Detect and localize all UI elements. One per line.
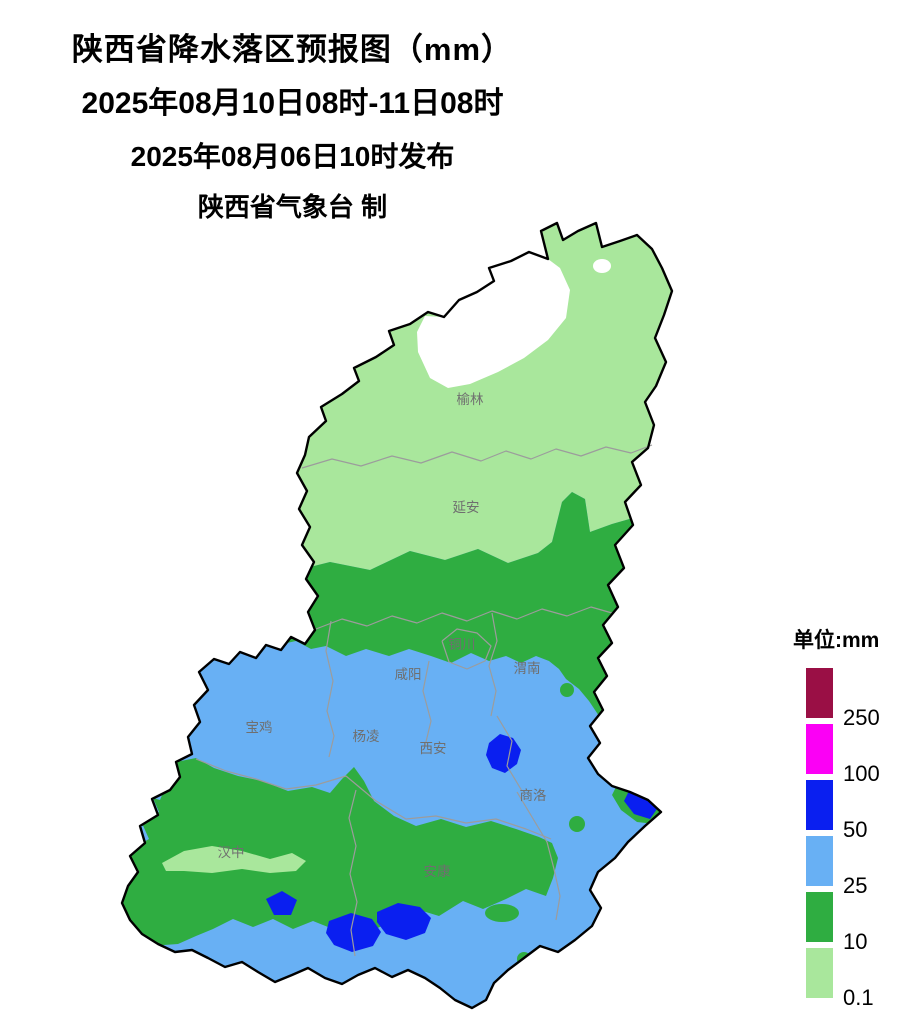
region-south-green <box>122 758 558 946</box>
legend-level-100: 100 <box>806 724 880 786</box>
legend-swatch <box>806 836 833 886</box>
region-green-dot-1 <box>560 683 574 697</box>
region-heavy-rain-south-2 <box>377 903 431 940</box>
region-no-precip-northwest <box>417 252 570 388</box>
legend: 单位:mm 250 100 50 25 10 0.1 <box>793 624 880 1010</box>
region-heavy-rain-south-small <box>266 891 297 915</box>
city-label: 延安 <box>453 500 480 515</box>
city-label: 西安 <box>420 741 447 756</box>
city-label: 渭南 <box>514 661 541 676</box>
region-hanzhong-lightgreen-streak <box>162 846 306 873</box>
legend-level-25: 25 <box>806 836 867 898</box>
city-label: 铜川 <box>449 637 476 652</box>
legend-level-0.1: 0.1 <box>806 948 874 1010</box>
issuing-agency: 陕西省气象台 制 <box>197 192 388 222</box>
city-label: 咸阳 <box>395 667 422 682</box>
region-heavy-rain-xian <box>486 734 521 773</box>
city-label: 宝鸡 <box>246 719 273 735</box>
legend-threshold-label: 50 <box>843 817 868 842</box>
legend-swatch <box>806 948 833 998</box>
city-label: 安康 <box>424 863 451 879</box>
city-label: 汉中 <box>218 845 245 860</box>
region-green-dot-3 <box>485 904 519 922</box>
province-outline <box>120 221 674 1010</box>
map-title: 陕西省降水落区预报图（mm） <box>71 32 514 67</box>
region-heavy-rain-south-1 <box>326 913 381 952</box>
legend-threshold-label: 0.1 <box>843 985 874 1010</box>
legend-threshold-label: 100 <box>843 761 880 786</box>
region-green-dot-2 <box>569 816 585 832</box>
forecast-period: 2025年08月10日08时-11日08时 <box>81 87 504 120</box>
legend-threshold-label: 250 <box>843 705 880 730</box>
region-north-light-rain <box>282 223 672 574</box>
map-header: 陕西省降水落区预报图（mm） 2025年08月10日08时-11日08时 202… <box>0 24 585 224</box>
legend-level-50: 50 <box>806 780 867 842</box>
legend-threshold-label: 25 <box>843 873 868 898</box>
city-label: 杨凌 <box>353 729 380 744</box>
legend-swatch <box>806 780 833 830</box>
legend-swatch <box>806 892 833 942</box>
city-label: 榆林 <box>457 392 484 407</box>
legend-unit-label: 单位:mm <box>793 629 880 652</box>
legend-level-10: 10 <box>806 892 867 954</box>
district-borders <box>195 444 653 957</box>
region-no-precip-dot <box>593 259 611 273</box>
legend-scale: 250 100 50 25 10 0.1 <box>806 668 880 1010</box>
legend-swatch <box>806 668 833 718</box>
city-label: 商洛 <box>520 788 548 803</box>
legend-threshold-label: 10 <box>843 929 868 954</box>
legend-level-250: 250 <box>806 668 880 730</box>
legend-swatch <box>806 724 833 774</box>
issue-time: 2025年08月06日10时发布 <box>130 141 455 172</box>
